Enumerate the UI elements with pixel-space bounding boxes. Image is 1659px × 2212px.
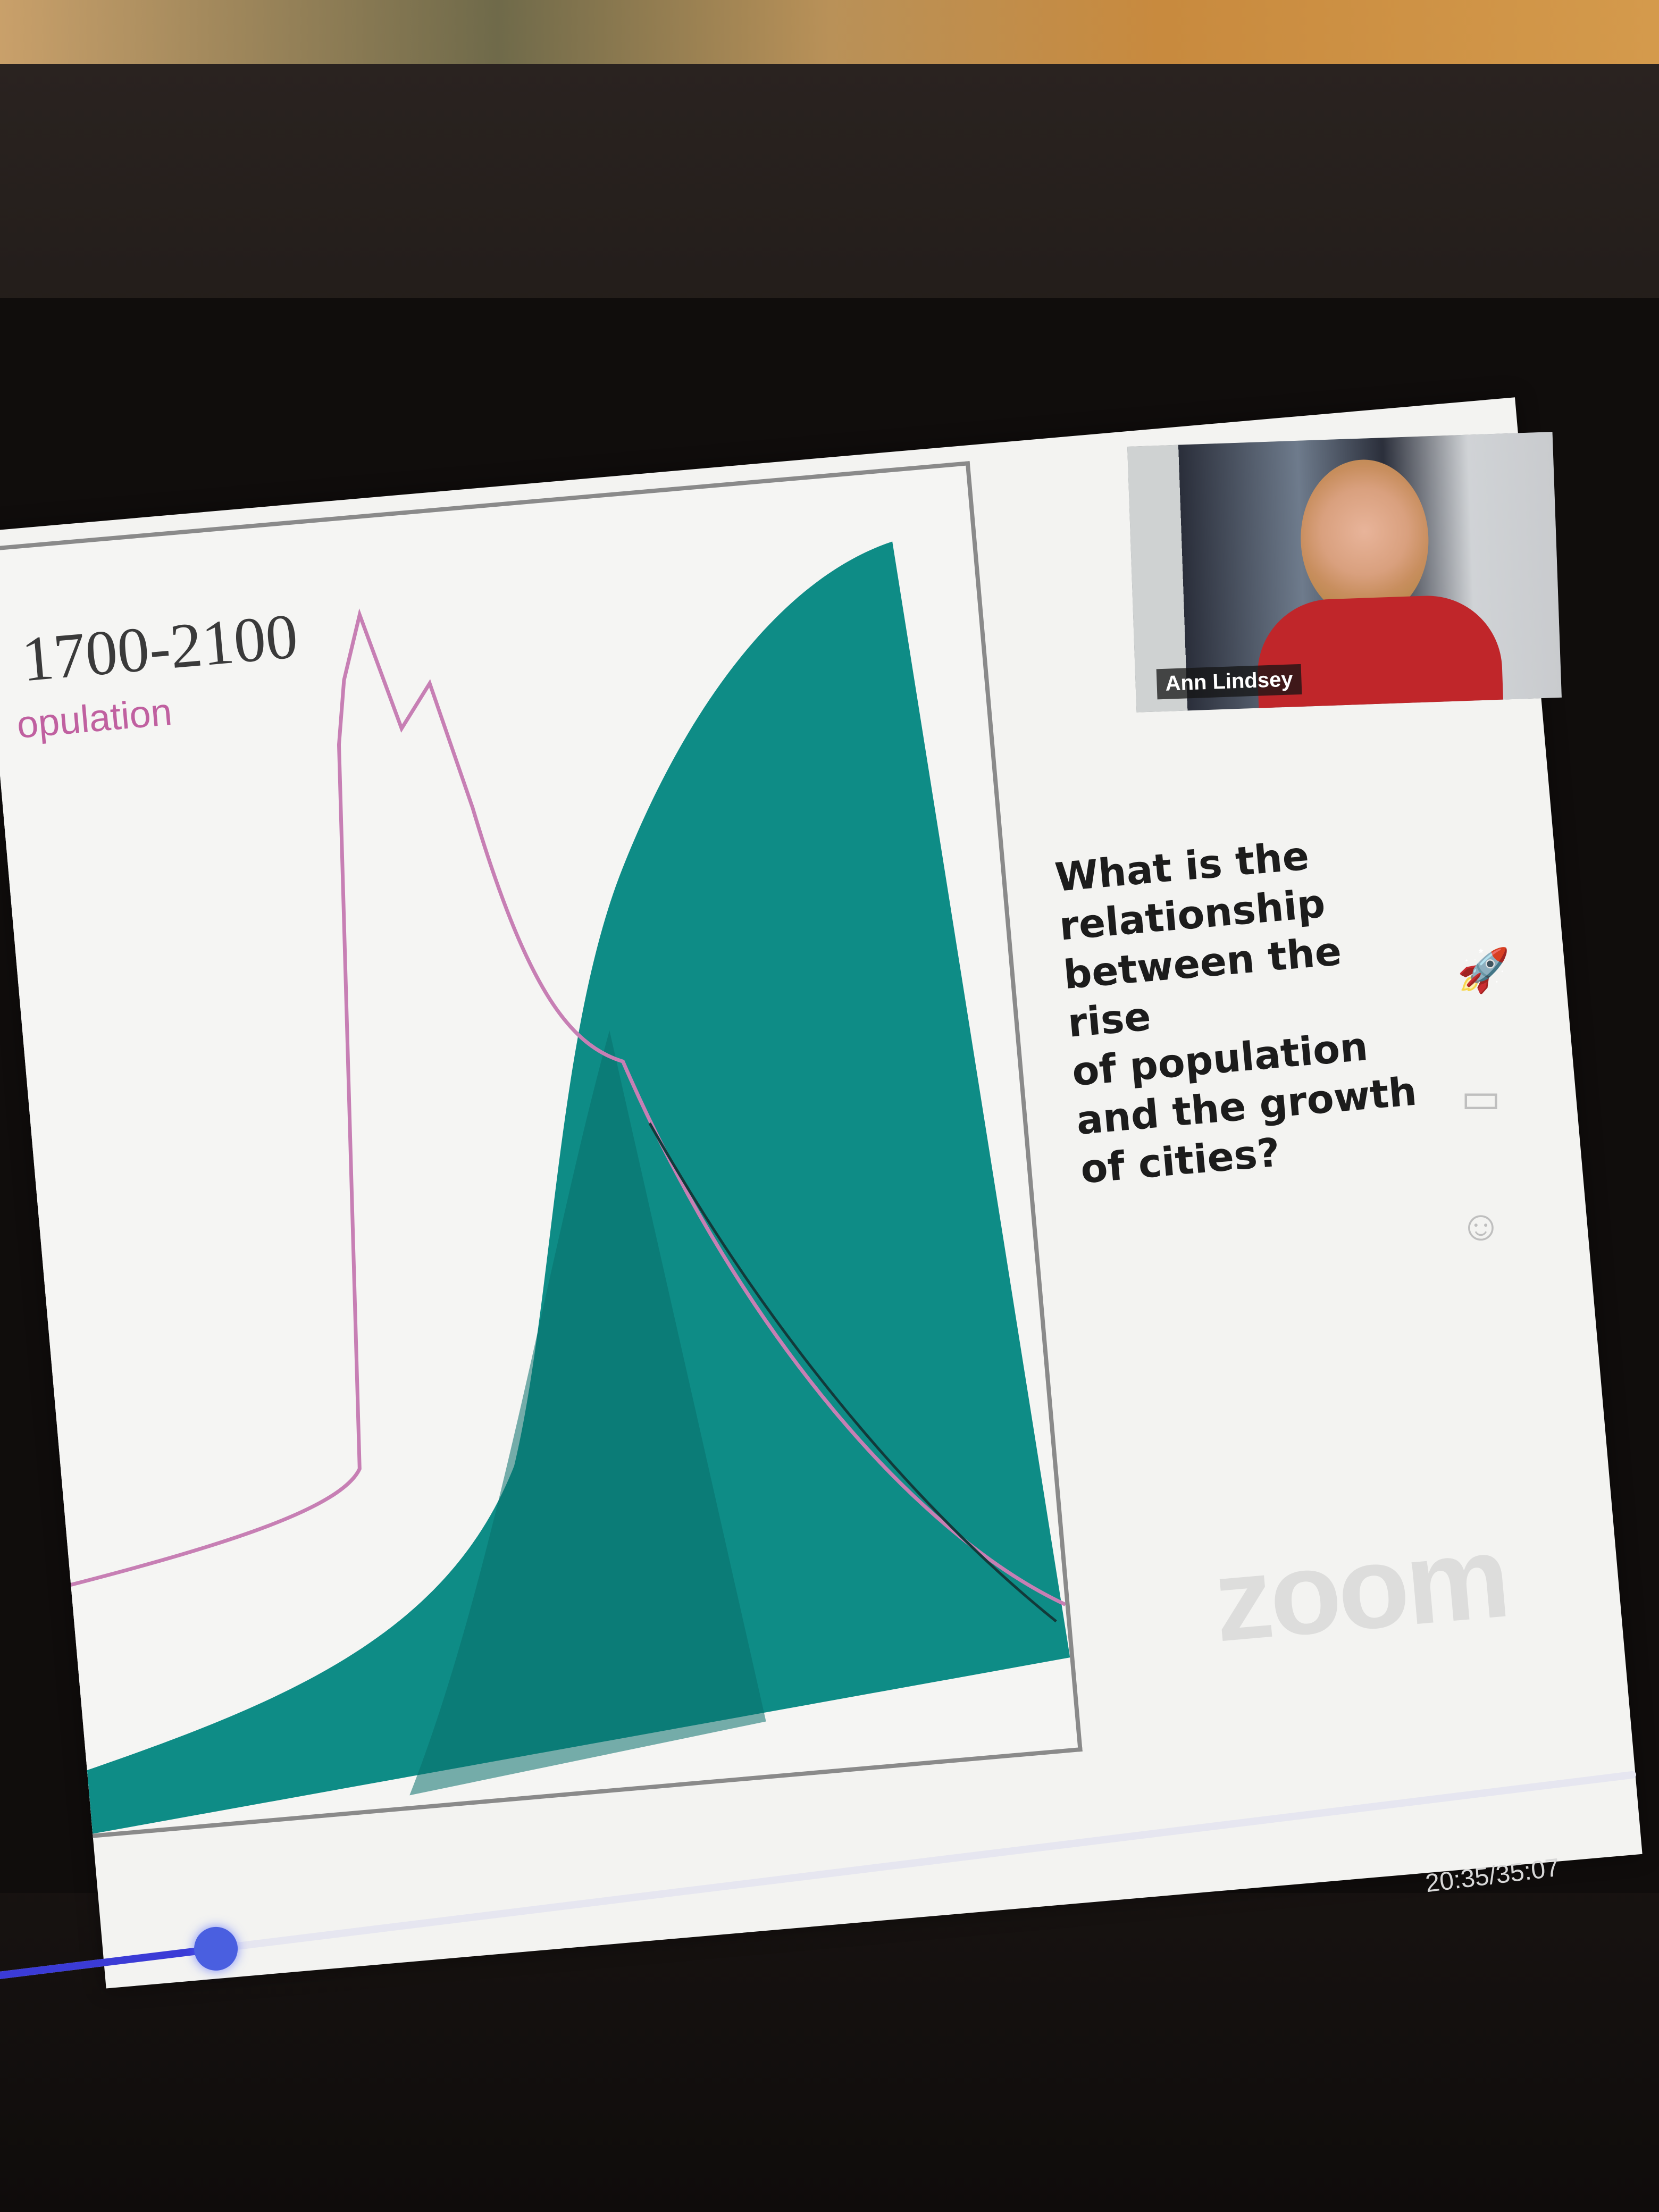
rocket-icon[interactable]: 🚀 [1457, 946, 1510, 994]
shared-slide: 1700-2100 opulation What is the relation… [0, 397, 1643, 1989]
zoom-watermark: zoom [1209, 1510, 1512, 1666]
slide-question: What is the relationship between the ris… [1053, 822, 1454, 1194]
whiteboard-icon[interactable]: ▭ [1461, 1074, 1501, 1121]
population-chart [70, 541, 1070, 1834]
growth-rate-line [70, 608, 1067, 1606]
reaction-icon[interactable]: ☺ [1459, 1202, 1503, 1249]
participant-video[interactable]: Ann Lindsey [1127, 432, 1562, 713]
chart-frame: 1700-2100 opulation [0, 461, 1083, 1838]
decline-line [648, 1122, 1057, 1623]
population-area-shade [409, 1030, 766, 1796]
side-toolbar: 🚀 ▭ ☺ [1457, 946, 1521, 1329]
participant-name: Ann Lindsey [1156, 664, 1302, 700]
